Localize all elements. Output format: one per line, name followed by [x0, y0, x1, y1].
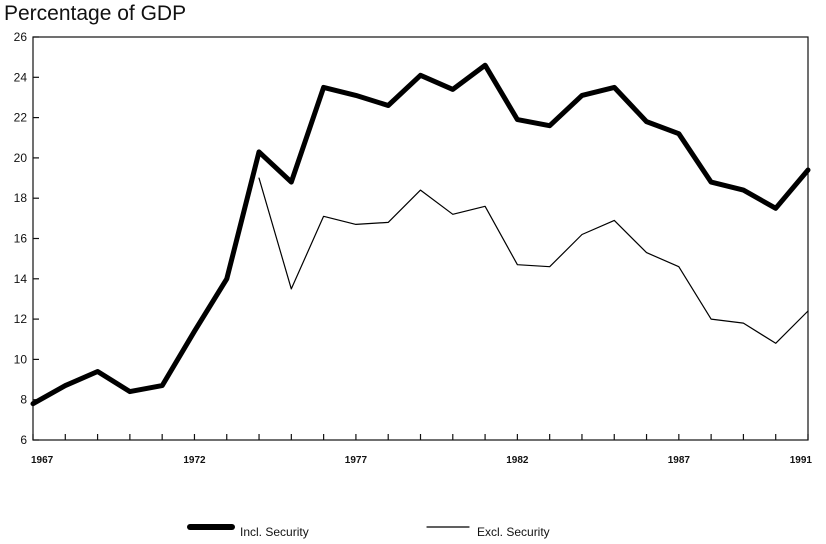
- series-line-incl-security: [30, 62, 811, 407]
- x-tick-label: 1967: [31, 455, 54, 466]
- y-tick-label: 26: [14, 30, 28, 44]
- x-tick-label: 1987: [668, 455, 691, 466]
- y-tick-label: 16: [14, 232, 28, 246]
- x-tick-label: 1991: [790, 455, 813, 466]
- x-tick-label: 1972: [183, 455, 206, 466]
- x-tick-label: 1982: [506, 455, 529, 466]
- y-tick-label: 8: [20, 393, 27, 407]
- plot-frame: [32, 36, 809, 441]
- y-tick-label: 10: [14, 352, 28, 366]
- series-line-excl-security: [258, 177, 809, 344]
- y-tick-label: 18: [14, 191, 28, 205]
- y-tick-label: 20: [14, 151, 28, 165]
- legend-label-excl-security: Excl. Security: [477, 525, 550, 539]
- y-tick-label: 22: [14, 111, 28, 125]
- y-tick-label: 24: [14, 70, 28, 84]
- legend-label-incl-security: Incl. Security: [240, 525, 309, 539]
- y-tick-label: 14: [14, 272, 28, 286]
- x-tick-label: 1977: [345, 455, 368, 466]
- y-tick-label: 12: [14, 312, 28, 326]
- y-tick-label: 6: [20, 433, 27, 447]
- chart-title: Percentage of GDP: [4, 2, 187, 25]
